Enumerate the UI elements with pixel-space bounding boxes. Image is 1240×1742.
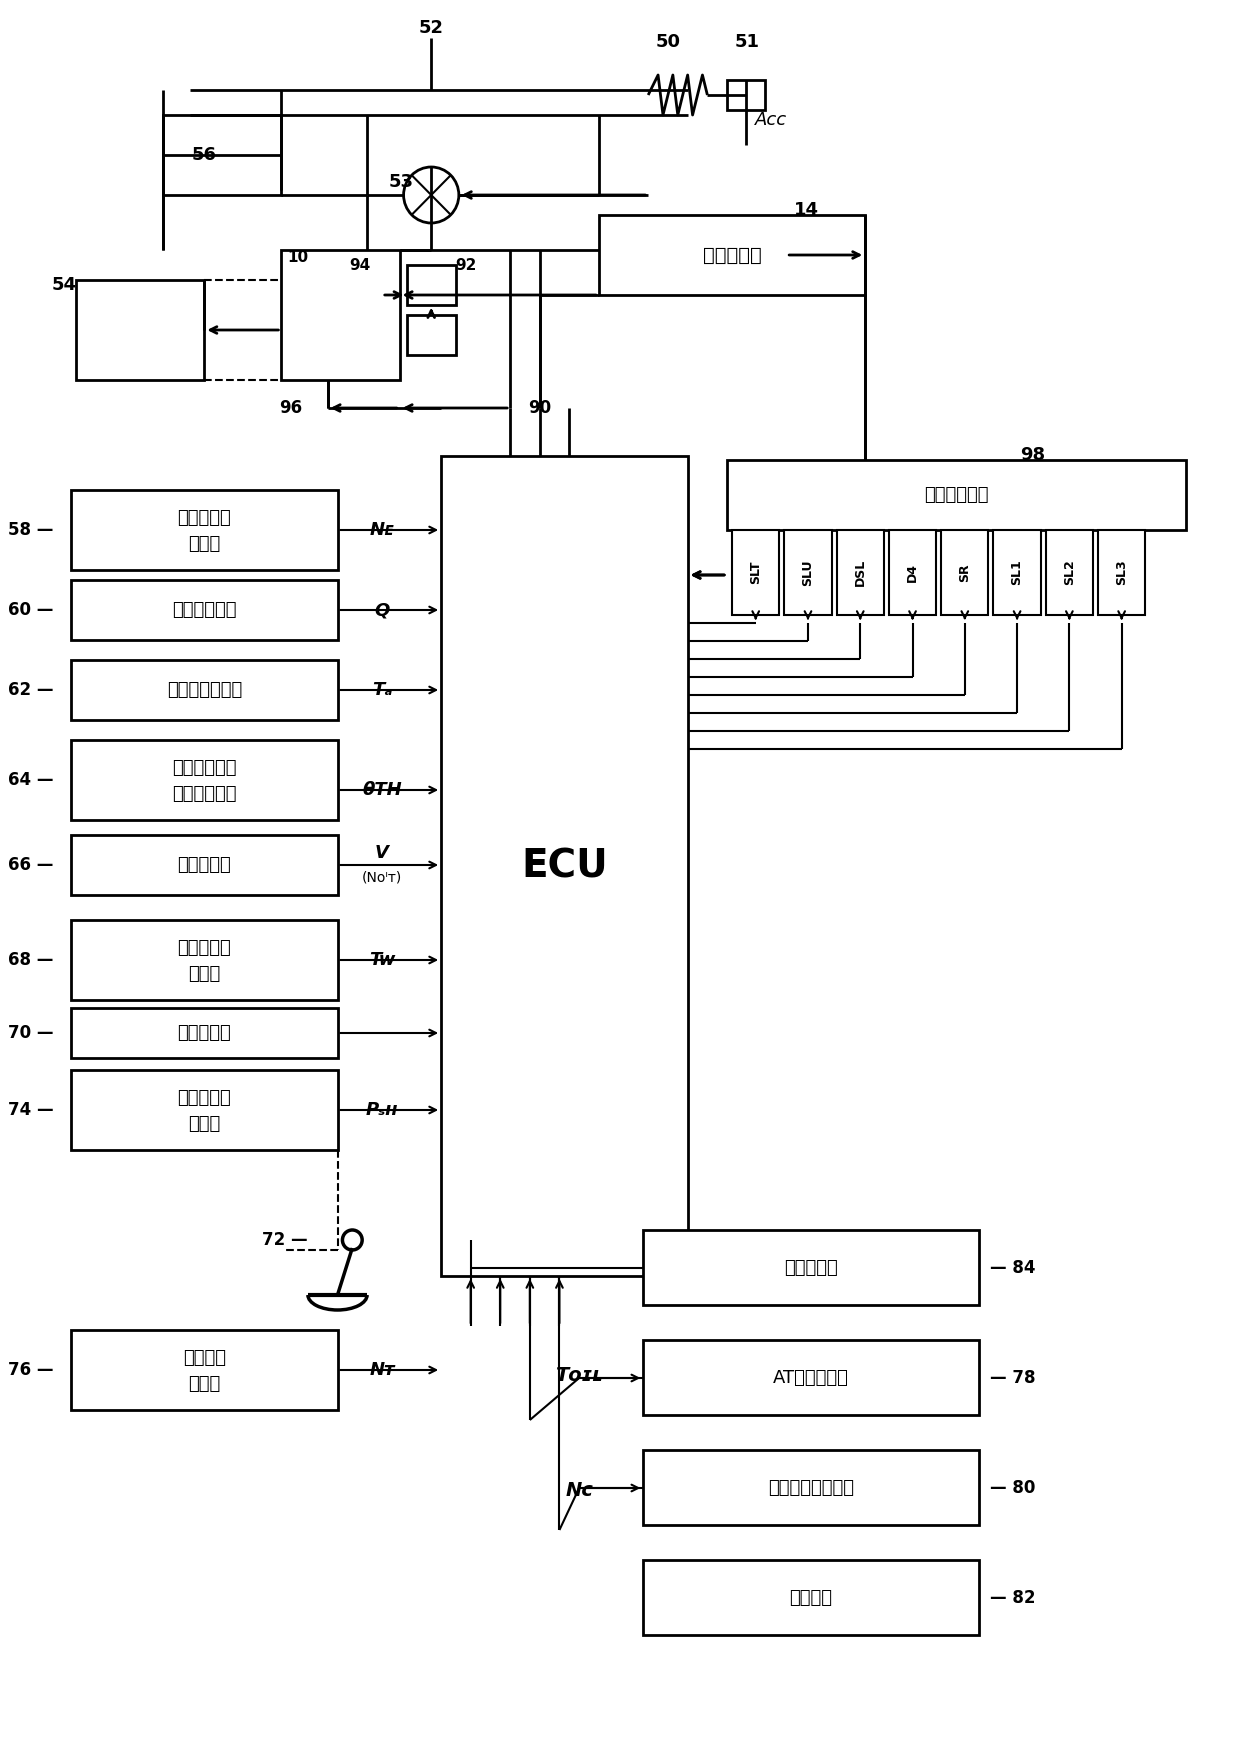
Bar xyxy=(1097,530,1146,615)
Bar xyxy=(162,115,281,195)
Text: 62 —: 62 — xyxy=(7,681,53,699)
Text: 58 —: 58 — xyxy=(9,521,53,538)
Bar xyxy=(71,920,337,1000)
Bar xyxy=(785,530,832,615)
Text: D4: D4 xyxy=(906,563,919,582)
Text: Pₛʜ: Pₛʜ xyxy=(366,1101,398,1118)
Text: 50: 50 xyxy=(656,33,681,51)
Bar xyxy=(71,1329,337,1409)
Bar xyxy=(889,530,936,615)
Bar xyxy=(644,1340,978,1415)
Text: 68 —: 68 — xyxy=(9,951,53,969)
Text: Acc: Acc xyxy=(755,111,787,129)
Text: 进气温度传感器: 进气温度传感器 xyxy=(166,681,242,699)
Text: — 80: — 80 xyxy=(991,1479,1035,1496)
Text: 发动机转速: 发动机转速 xyxy=(177,509,231,528)
Bar xyxy=(941,530,988,615)
Text: (Nᴏᴵᴛ): (Nᴏᴵᴛ) xyxy=(362,869,402,883)
Bar xyxy=(644,1561,978,1636)
Text: 54: 54 xyxy=(52,275,77,294)
Text: 爆燃传感器: 爆燃传感器 xyxy=(784,1258,838,1277)
Bar xyxy=(599,214,866,294)
Text: — 82: — 82 xyxy=(991,1589,1035,1606)
Text: 14: 14 xyxy=(794,200,818,219)
Text: 98: 98 xyxy=(1021,446,1045,463)
Text: θTH: θTH xyxy=(362,780,402,800)
Text: SLU: SLU xyxy=(801,559,815,585)
Text: 换档杆位置: 换档杆位置 xyxy=(177,1089,231,1106)
Text: 浡轮转速: 浡轮转速 xyxy=(182,1348,226,1367)
Text: 传感器: 传感器 xyxy=(188,1115,221,1132)
Text: — 78: — 78 xyxy=(991,1369,1035,1387)
Text: Q: Q xyxy=(374,601,389,618)
Bar xyxy=(71,660,337,719)
Text: 带怎速开关的: 带怎速开关的 xyxy=(172,760,237,777)
Text: 中间轴转速传感器: 中间轴转速传感器 xyxy=(768,1479,854,1496)
Text: 10: 10 xyxy=(288,251,309,265)
Text: 56: 56 xyxy=(192,146,217,164)
Text: 53: 53 xyxy=(389,172,414,192)
Text: Tₐ: Tₐ xyxy=(372,681,392,699)
Text: 94: 94 xyxy=(350,258,371,272)
Text: 52: 52 xyxy=(419,19,444,37)
Bar xyxy=(1045,530,1092,615)
Text: 点火开关: 点火开关 xyxy=(790,1589,832,1606)
Bar xyxy=(407,265,456,305)
Text: 传感器: 传感器 xyxy=(188,535,221,552)
Bar xyxy=(71,1009,337,1057)
Text: 64 —: 64 — xyxy=(7,772,53,789)
Text: Tᴏɪʟ: Tᴏɪʟ xyxy=(556,1366,603,1385)
Text: 液压控制回路: 液压控制回路 xyxy=(924,486,988,503)
Bar xyxy=(441,456,688,1275)
Text: 传感器: 传感器 xyxy=(188,1374,221,1394)
Bar xyxy=(76,280,205,380)
Bar xyxy=(71,1070,337,1150)
Text: 66 —: 66 — xyxy=(9,855,53,874)
Text: SLT: SLT xyxy=(749,561,763,584)
Text: AT油温传感器: AT油温传感器 xyxy=(773,1369,849,1387)
Text: SR: SR xyxy=(959,563,971,582)
Bar xyxy=(71,580,337,639)
Bar xyxy=(71,490,337,570)
Bar xyxy=(644,1449,978,1524)
Text: Nᴄ: Nᴄ xyxy=(565,1481,593,1500)
Text: 60 —: 60 — xyxy=(9,601,53,618)
Bar xyxy=(837,530,884,615)
Bar xyxy=(644,1230,978,1305)
Text: V: V xyxy=(374,845,389,862)
Text: 92: 92 xyxy=(455,258,476,272)
Text: 51: 51 xyxy=(734,33,759,51)
Bar xyxy=(71,740,337,820)
Bar xyxy=(407,315,456,355)
Text: SL1: SL1 xyxy=(1011,559,1023,585)
Text: 车速传感器: 车速传感器 xyxy=(177,855,231,874)
Text: Nᴇ: Nᴇ xyxy=(370,521,394,538)
Text: 74 —: 74 — xyxy=(7,1101,53,1118)
Text: 进气量传感器: 进气量传感器 xyxy=(172,601,237,618)
Text: 90: 90 xyxy=(528,399,552,416)
Text: SL3: SL3 xyxy=(1115,559,1128,585)
Bar xyxy=(281,251,399,380)
Text: ECU: ECU xyxy=(521,847,608,885)
Bar xyxy=(732,530,780,615)
Text: 传感器: 传感器 xyxy=(188,965,221,982)
Bar xyxy=(71,834,337,895)
Text: 76 —: 76 — xyxy=(7,1361,53,1380)
Text: 节气门传感器: 节气门传感器 xyxy=(172,786,237,803)
Bar xyxy=(727,460,1185,530)
Text: 96: 96 xyxy=(279,399,303,416)
Text: DSL: DSL xyxy=(854,559,867,585)
Text: Tw: Tw xyxy=(368,951,396,969)
Text: 自动变速器: 自动变速器 xyxy=(703,246,761,265)
Bar xyxy=(727,80,765,110)
Text: 72 —: 72 — xyxy=(263,1232,308,1249)
Bar xyxy=(993,530,1040,615)
Text: SL2: SL2 xyxy=(1063,559,1076,585)
Text: 冷却液温度: 冷却液温度 xyxy=(177,939,231,956)
Text: 制动器开关: 制动器开关 xyxy=(177,1024,231,1042)
Text: Nᴛ: Nᴛ xyxy=(370,1361,394,1380)
Text: — 84: — 84 xyxy=(991,1258,1035,1277)
Text: 70 —: 70 — xyxy=(7,1024,53,1042)
